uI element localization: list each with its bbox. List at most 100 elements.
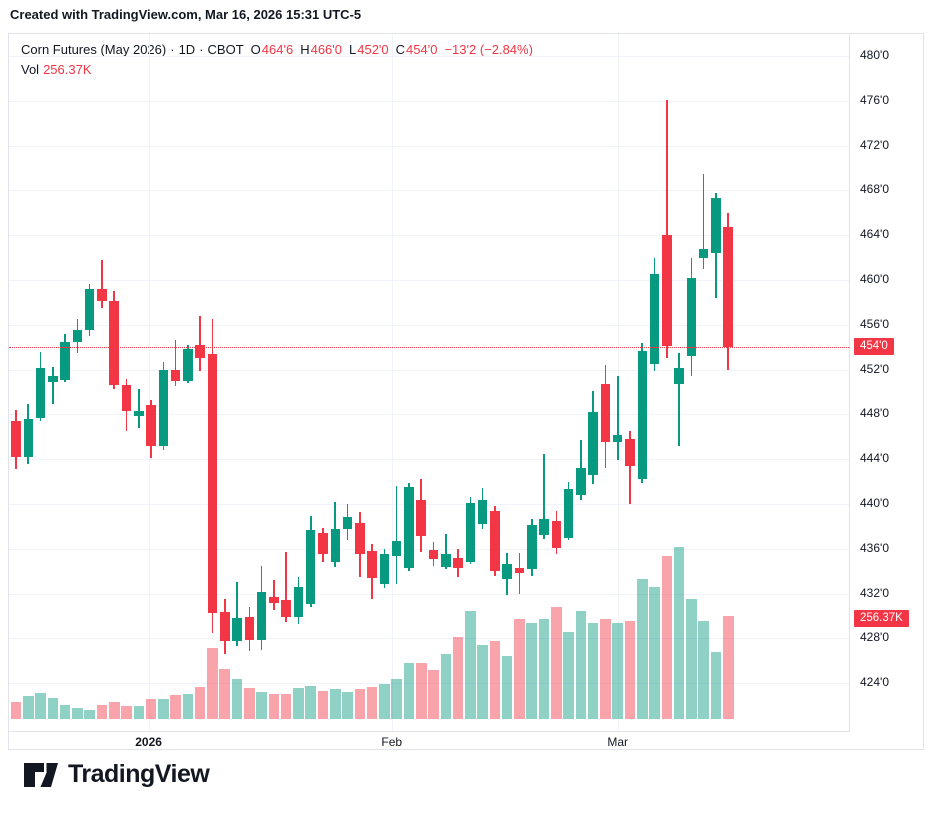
candle-body <box>244 617 255 640</box>
candle-wick <box>174 340 177 387</box>
gridline-horizontal <box>9 324 849 326</box>
volume-bar <box>219 669 231 719</box>
volume-bar <box>59 705 71 719</box>
legend-change-value: −13'2 (−2.84%) <box>444 42 533 57</box>
volume-bar <box>366 687 378 719</box>
price-chart-plot[interactable]: Corn Futures (May 2026) · 1D · CBOT O464'6 H46… <box>9 34 850 732</box>
candle-wick <box>518 553 521 594</box>
candle-wick <box>285 552 287 622</box>
volume-bar <box>624 620 636 719</box>
legend-separator: · <box>199 42 204 57</box>
candle-body <box>391 540 402 556</box>
candle-wick <box>236 582 238 647</box>
candle-body <box>514 567 525 574</box>
volume-bar <box>501 656 513 719</box>
legend-close-label: C <box>395 42 406 57</box>
volume-bar <box>526 623 538 719</box>
chart-frame: Corn Futures (May 2026) · 1D · CBOT O464'6 H46… <box>8 33 924 750</box>
candle-body <box>527 525 537 569</box>
candle-body <box>600 384 611 443</box>
price-axis[interactable]: 454'0 256.37K 480'0 476'0 472'0 468'0 464'0 4… <box>850 34 923 731</box>
candle-body <box>465 502 476 563</box>
volume-bar <box>305 686 316 719</box>
candle-body <box>318 533 328 555</box>
legend-separator: · <box>170 42 175 57</box>
volume-bar <box>452 637 464 719</box>
volume-bar <box>428 670 439 719</box>
legend-symbol-row: Corn Futures (May 2026) · 1D · CBOT O464'6 H46… <box>21 40 540 60</box>
candle-body <box>269 596 279 603</box>
volume-bar <box>96 705 108 719</box>
volume-bar <box>182 694 194 719</box>
volume-bar <box>329 689 341 719</box>
time-axis[interactable]: 2026 Feb Mar <box>9 732 923 749</box>
candle-body <box>576 468 586 496</box>
candle-body <box>698 248 709 258</box>
volume-bar <box>256 692 267 719</box>
gridline-horizontal <box>9 280 849 281</box>
candle-body <box>23 418 34 457</box>
legend-volume-label: Vol <box>21 62 40 77</box>
candle-body <box>97 288 107 302</box>
volume-bar <box>231 679 243 719</box>
time-axis-label: Mar <box>607 735 629 749</box>
candle-body <box>502 564 512 580</box>
candle-body <box>158 369 169 446</box>
gridline-horizontal <box>9 593 849 595</box>
price-axis-label: 436'0 <box>860 540 889 555</box>
volume-bar <box>722 616 734 719</box>
gridline-horizontal <box>9 459 849 461</box>
volume-bar <box>354 689 366 719</box>
volume-bar <box>636 578 648 719</box>
candle-body <box>293 586 304 618</box>
gridline-horizontal <box>9 56 849 57</box>
volume-bar <box>612 623 623 719</box>
gridline-vertical <box>391 34 393 731</box>
candle-wick <box>678 352 680 446</box>
price-axis-label: 432'0 <box>860 585 889 600</box>
gridline-horizontal <box>9 145 849 147</box>
candle-body <box>428 549 439 559</box>
candle-body <box>612 434 623 443</box>
candle-body <box>711 198 721 254</box>
volume-bar <box>47 698 59 719</box>
candle-body <box>637 350 648 480</box>
gridline-horizontal <box>9 504 849 505</box>
volume-bar <box>379 684 390 719</box>
legend-open-label: O <box>250 42 261 57</box>
candle-body <box>367 551 377 578</box>
price-axis-label: 424'0 <box>860 675 889 690</box>
price-axis-label: 456'0 <box>860 316 889 331</box>
candle-body <box>355 523 365 555</box>
tradingview-attribution-footer[interactable]: TradingView <box>24 760 210 789</box>
gridline-horizontal <box>9 548 849 550</box>
candle-body <box>330 528 341 563</box>
candle-body <box>183 349 193 381</box>
price-axis-label: 444'0 <box>860 451 889 466</box>
legend-volume-value: 256.37K <box>43 62 92 77</box>
price-axis-label: 460'0 <box>860 272 889 286</box>
candle-wick <box>52 367 54 405</box>
candle-body <box>686 277 697 357</box>
legend-open-value: 464'6 <box>261 42 294 57</box>
volume-bar <box>10 702 22 719</box>
volume-badge: 256.37K <box>854 610 909 627</box>
candle-body <box>674 368 684 385</box>
gridline-horizontal <box>9 369 849 371</box>
candle-body <box>539 518 549 536</box>
time-axis-label: Feb <box>381 735 403 749</box>
gridline-horizontal <box>9 100 849 102</box>
candle-body <box>35 368 46 418</box>
chart-legend[interactable]: Corn Futures (May 2026) · 1D · CBOT O464'6 H46… <box>21 40 540 80</box>
volume-bar <box>403 663 415 719</box>
candle-body <box>60 341 70 380</box>
volume-bar <box>133 706 145 719</box>
volume-bar <box>465 610 476 719</box>
candle-body <box>563 489 574 538</box>
volume-bar <box>710 652 722 719</box>
candle-wick <box>702 173 705 269</box>
gridline-horizontal <box>9 638 849 640</box>
price-axis-label: 428'0 <box>860 630 889 645</box>
price-axis-label: 452'0 <box>860 361 889 376</box>
